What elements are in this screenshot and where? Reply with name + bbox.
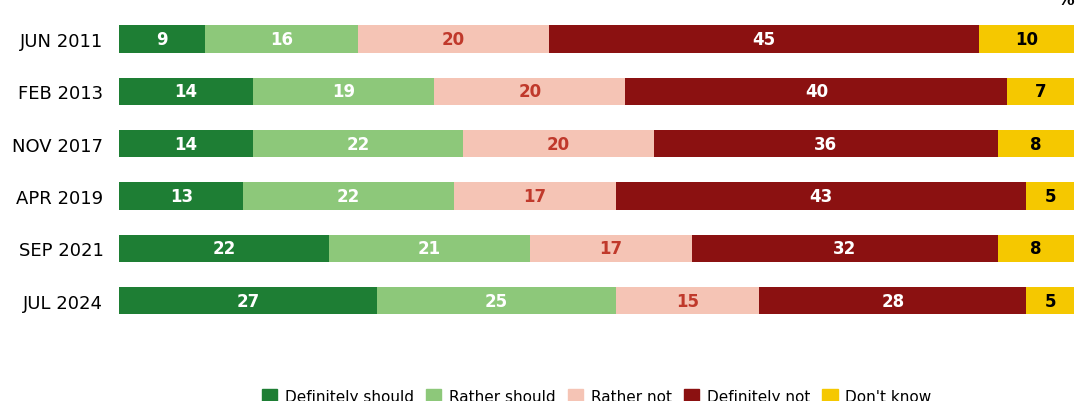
Text: 25: 25: [485, 292, 508, 310]
Bar: [1026, 287, 1074, 314]
Bar: [1007, 79, 1074, 106]
Bar: [330, 235, 529, 262]
Text: 20: 20: [519, 83, 541, 101]
Bar: [654, 131, 998, 158]
Bar: [119, 287, 378, 314]
Bar: [454, 183, 616, 210]
Text: 5: 5: [1045, 188, 1056, 205]
Bar: [119, 131, 253, 158]
Text: 22: 22: [336, 188, 360, 205]
Text: 14: 14: [175, 136, 197, 153]
Text: 17: 17: [600, 240, 623, 258]
Text: 27: 27: [237, 292, 260, 310]
Bar: [998, 235, 1074, 262]
Text: 8: 8: [1031, 240, 1042, 258]
Bar: [119, 235, 330, 262]
Bar: [529, 235, 692, 262]
Text: 13: 13: [170, 188, 193, 205]
Legend: Definitely should, Rather should, Rather not, Definitely not, Don't know: Definitely should, Rather should, Rather…: [256, 383, 937, 401]
Text: 28: 28: [881, 292, 904, 310]
Bar: [760, 287, 1026, 314]
Bar: [616, 183, 1026, 210]
Text: 22: 22: [346, 136, 370, 153]
Bar: [998, 131, 1074, 158]
Text: 19: 19: [332, 83, 355, 101]
Text: 36: 36: [815, 136, 838, 153]
Bar: [119, 79, 253, 106]
Text: 10: 10: [1014, 31, 1038, 49]
Bar: [1026, 183, 1074, 210]
Text: 20: 20: [547, 136, 570, 153]
Text: 8: 8: [1031, 136, 1042, 153]
Text: 15: 15: [676, 292, 699, 310]
Text: 17: 17: [523, 188, 546, 205]
Bar: [358, 26, 549, 54]
Text: 32: 32: [833, 240, 857, 258]
Bar: [692, 235, 998, 262]
Text: 21: 21: [418, 240, 442, 258]
Bar: [253, 131, 463, 158]
Bar: [616, 287, 760, 314]
Text: 16: 16: [270, 31, 293, 49]
Bar: [253, 79, 434, 106]
Text: 43: 43: [809, 188, 833, 205]
Bar: [119, 26, 205, 54]
Text: 45: 45: [752, 31, 776, 49]
Text: 20: 20: [442, 31, 465, 49]
Text: 7: 7: [1035, 83, 1047, 101]
Text: 40: 40: [805, 83, 828, 101]
Text: %: %: [1058, 0, 1074, 9]
Bar: [979, 26, 1074, 54]
Text: 9: 9: [156, 31, 168, 49]
Bar: [205, 26, 358, 54]
Bar: [243, 183, 454, 210]
Bar: [378, 287, 616, 314]
Bar: [625, 79, 1007, 106]
Bar: [434, 79, 625, 106]
Bar: [463, 131, 654, 158]
Text: 5: 5: [1045, 292, 1056, 310]
Bar: [549, 26, 979, 54]
Text: 22: 22: [213, 240, 237, 258]
Text: 14: 14: [175, 83, 197, 101]
Bar: [119, 183, 243, 210]
